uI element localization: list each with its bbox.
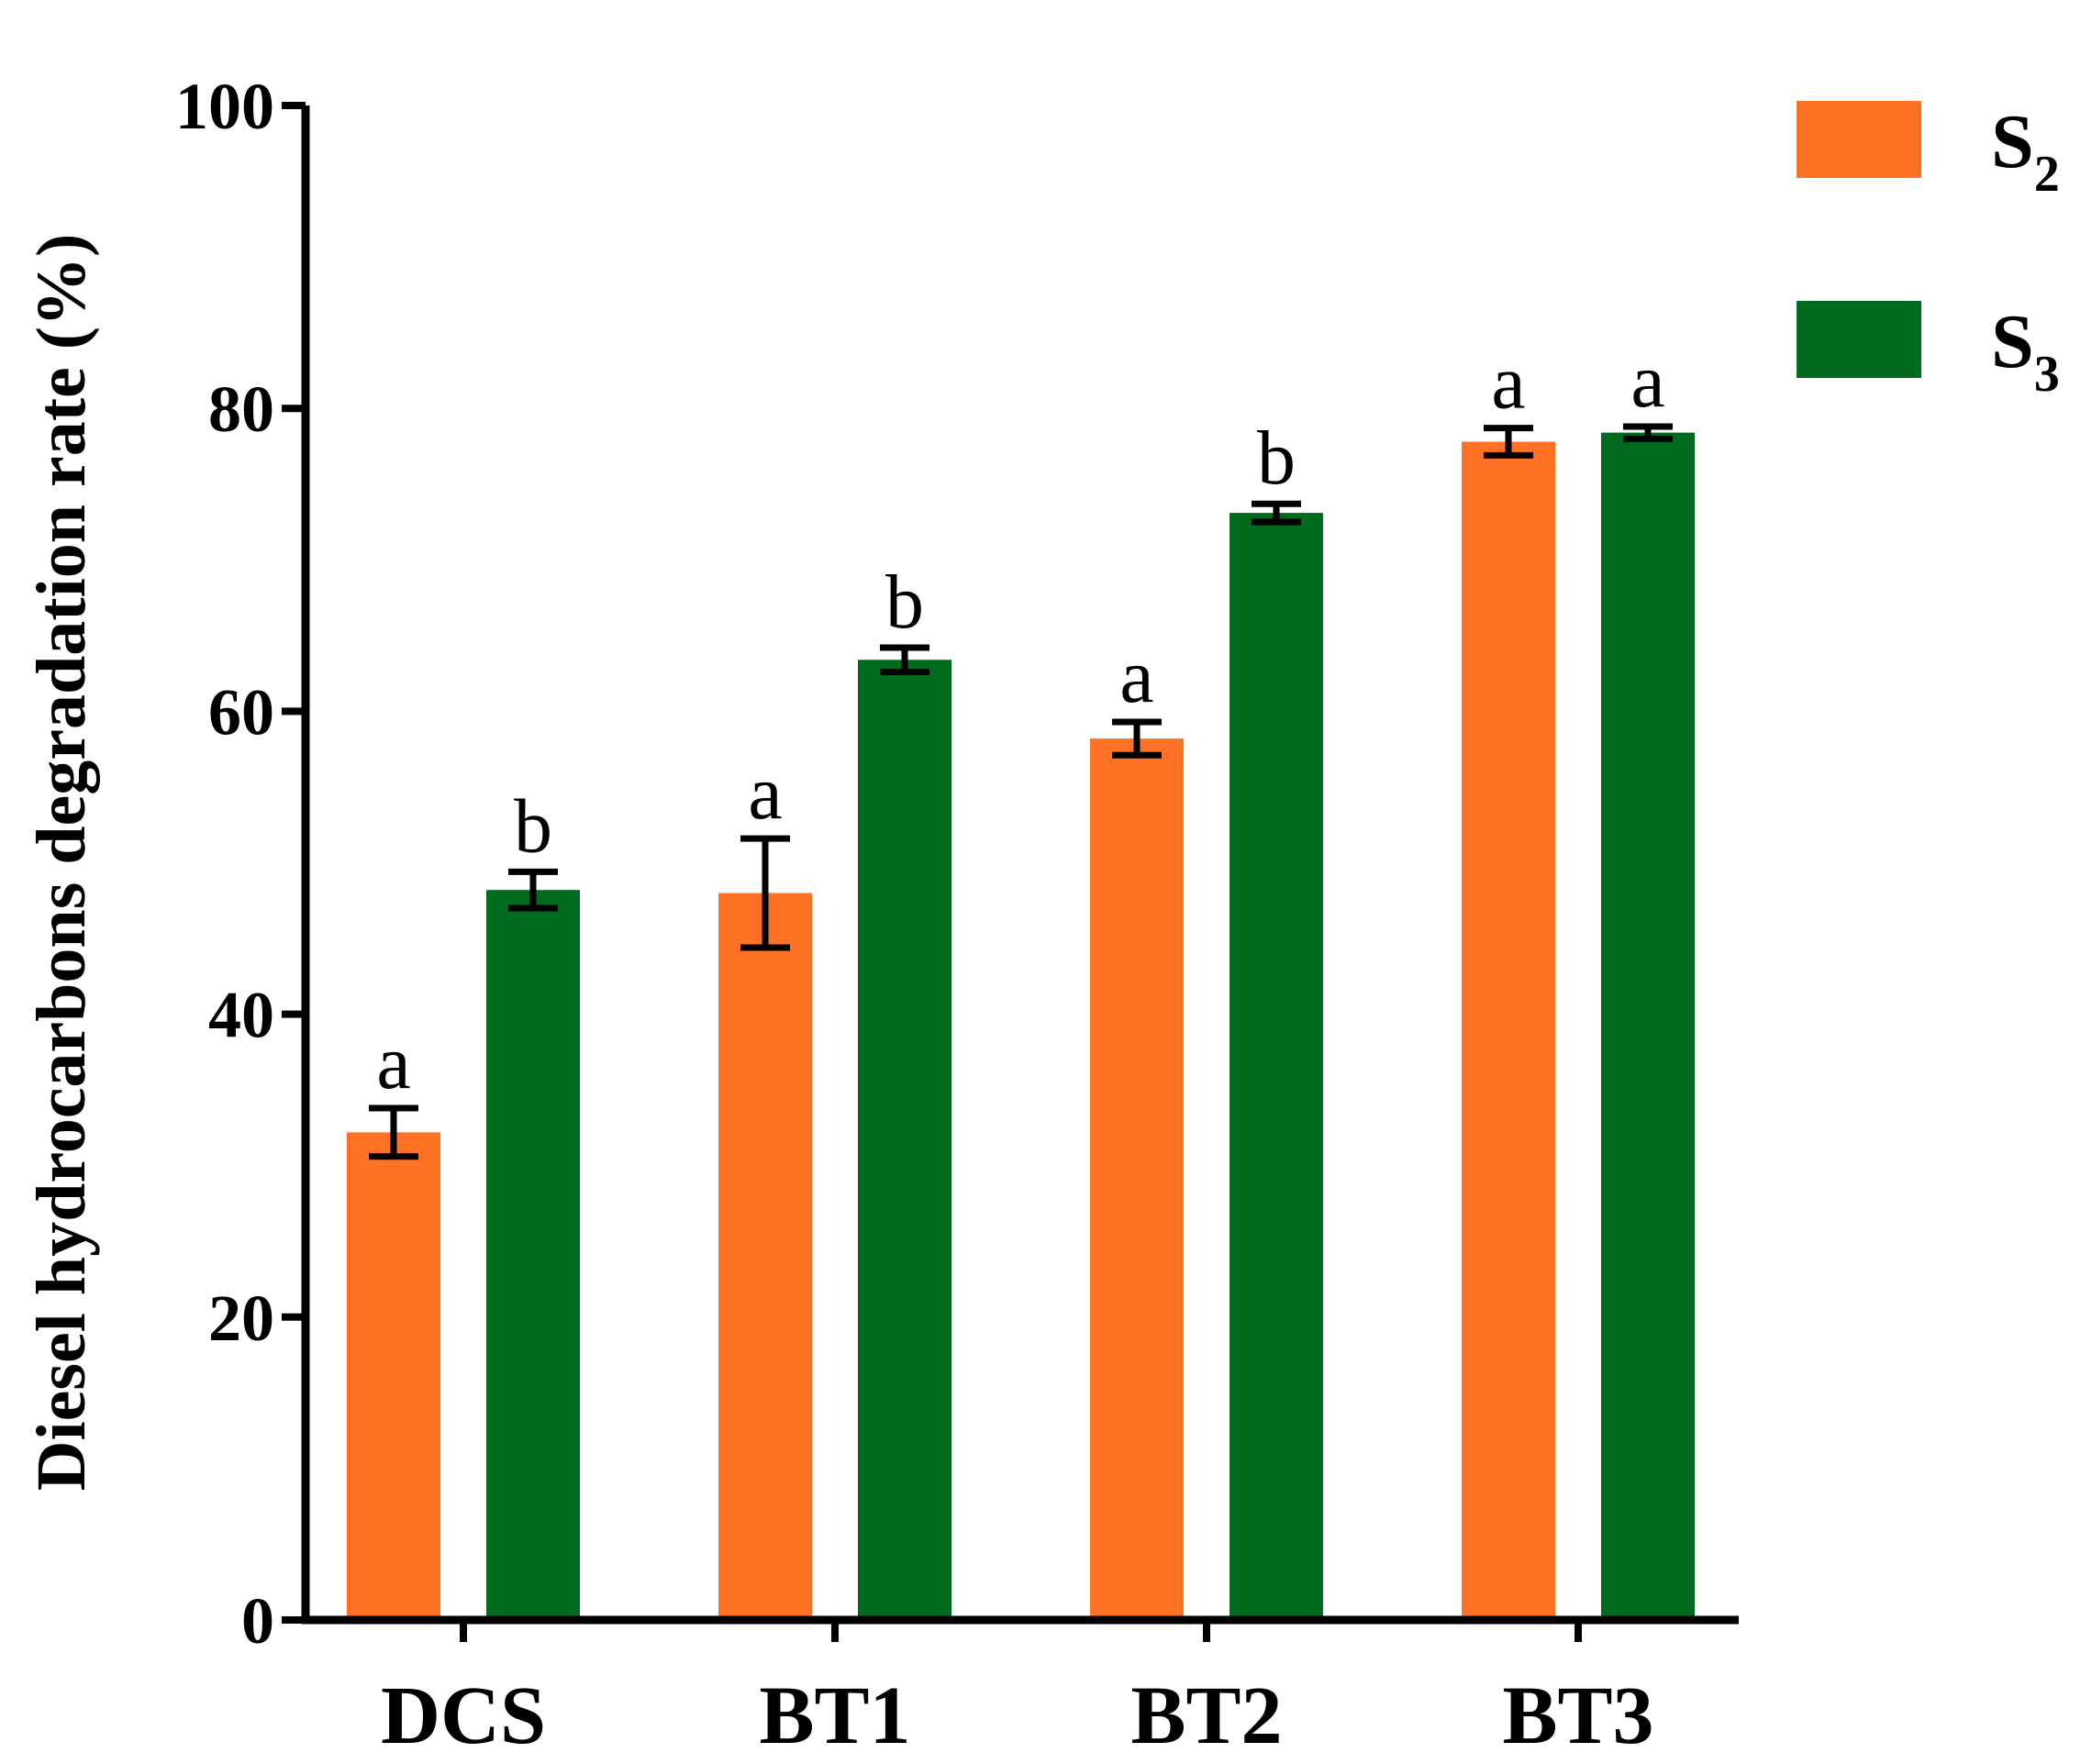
bar-S3-BT2 xyxy=(1230,513,1323,1620)
bar-S2-BT2 xyxy=(1090,738,1184,1620)
legend-label-base: S xyxy=(1991,99,2034,184)
y-tick-label: 0 xyxy=(241,1584,274,1658)
significance-label: a xyxy=(1630,338,1664,424)
x-tick-label: BT1 xyxy=(759,1670,910,1761)
x-tick-label: BT3 xyxy=(1502,1670,1653,1761)
legend-swatch-S3 xyxy=(1797,301,1921,378)
y-axis-title: Diesel hydrocarbons degradation rate (%) xyxy=(23,234,100,1492)
legend-label-subscript: 2 xyxy=(2034,146,2060,203)
legend-label-S3: S3 xyxy=(1991,299,2060,403)
legend-swatch-S2 xyxy=(1797,101,1921,178)
bar-S2-DCS xyxy=(347,1132,440,1620)
y-tick-label: 60 xyxy=(208,675,274,749)
y-axis-title-group: Diesel hydrocarbons degradation rate (%) xyxy=(23,234,100,1492)
significance-label: b xyxy=(514,783,552,869)
x-tick-label: BT2 xyxy=(1130,1670,1282,1761)
bar-S2-BT3 xyxy=(1462,441,1555,1621)
bar-S3-BT3 xyxy=(1601,432,1695,1621)
bar-S3-BT1 xyxy=(858,660,951,1620)
y-tick-label: 40 xyxy=(208,979,274,1052)
bar-S2-BT1 xyxy=(718,893,812,1620)
y-tick-label: 20 xyxy=(208,1281,274,1355)
bars: a b a b a b a a xyxy=(347,338,1695,1621)
y-axis-ticks: 0 20 40 60 80 100 xyxy=(175,70,306,1658)
significance-label: b xyxy=(885,560,924,645)
bar-S3-DCS xyxy=(486,890,580,1620)
significance-label: a xyxy=(748,750,782,836)
significance-label: a xyxy=(376,1020,410,1105)
legend-label-base: S xyxy=(1991,299,2034,384)
significance-label: a xyxy=(1119,634,1153,719)
significance-label: b xyxy=(1257,416,1296,501)
x-tick-label: DCS xyxy=(381,1670,546,1761)
x-axis-ticks: DCS BT1 BT2 BT3 xyxy=(381,1620,1654,1761)
legend-label-S2: S2 xyxy=(1991,99,2060,203)
axes xyxy=(301,105,1739,1625)
significance-label: a xyxy=(1491,340,1525,426)
y-tick-label: 80 xyxy=(208,372,274,446)
legend-label-subscript: 3 xyxy=(2034,346,2060,403)
y-tick-label: 100 xyxy=(175,70,274,143)
